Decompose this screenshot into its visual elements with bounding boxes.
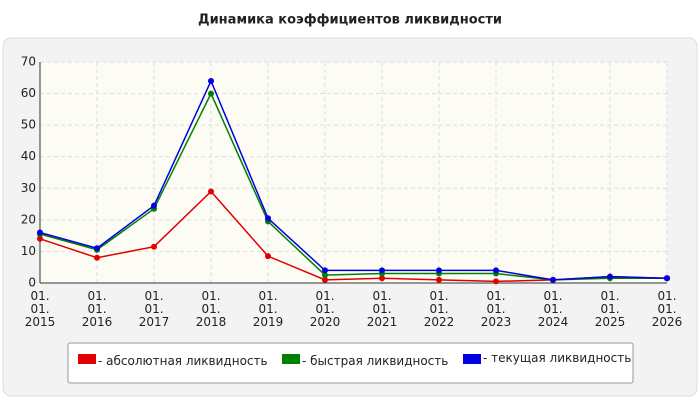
x-tick-label: 01. 01. 2022 [423,289,455,329]
y-tick-label: 70 [21,55,36,69]
y-tick-label: 10 [21,244,36,258]
point [436,267,442,274]
point [550,276,556,283]
x-tick-label: 01. 01. 2018 [195,289,227,329]
x-tick-label: 01. 01. 2025 [594,289,626,329]
series-line [39,79,668,281]
point [379,275,385,282]
point [379,267,385,274]
legend-label: - абсолютная ликвидность [98,354,268,368]
point [208,77,214,84]
x-tick-label: 01. 01. 2024 [537,289,569,329]
point [322,267,328,274]
point [94,245,100,252]
point [265,253,271,260]
point [208,90,214,97]
y-tick-label: 40 [21,149,36,163]
legend-label: - текущая ликвидность [483,351,632,365]
y-tick-label: 20 [21,212,36,226]
x-tick-label: 01. 01. 2026 [651,289,683,329]
point [265,215,271,222]
point [322,276,328,283]
legend-swatch [463,354,481,364]
y-tick-label: 50 [21,118,36,132]
point [37,229,43,236]
point [94,254,100,261]
x-tick-label: 01. 01. 2015 [24,289,56,329]
legend-swatch [78,354,96,364]
point [151,202,157,209]
y-tick-label: 60 [21,86,36,100]
point [37,235,43,242]
x-tick-label: 01. 01. 2023 [480,289,512,329]
point [436,276,442,283]
x-tick-label: 01. 01. 2017 [138,289,170,329]
plot-area [40,62,667,283]
legend-label: - быстрая ликвидность [302,354,449,368]
point [322,272,328,279]
x-tick-label: 01. 01. 2021 [366,289,398,329]
point [607,273,613,280]
point [493,278,499,285]
point [664,275,670,282]
y-tick-label: 30 [21,181,36,195]
legend [67,342,634,384]
point [151,243,157,250]
point [493,267,499,274]
legend-swatch [282,354,300,364]
x-tick-label: 01. 01. 2020 [309,289,341,329]
x-tick-label: 01. 01. 2019 [252,289,284,329]
chart-title: Динамика коэффициентов ликвидности [198,13,502,28]
point [208,188,214,195]
y-tick-label: 0 [28,276,36,290]
x-tick-label: 01. 01. 2016 [81,289,113,329]
